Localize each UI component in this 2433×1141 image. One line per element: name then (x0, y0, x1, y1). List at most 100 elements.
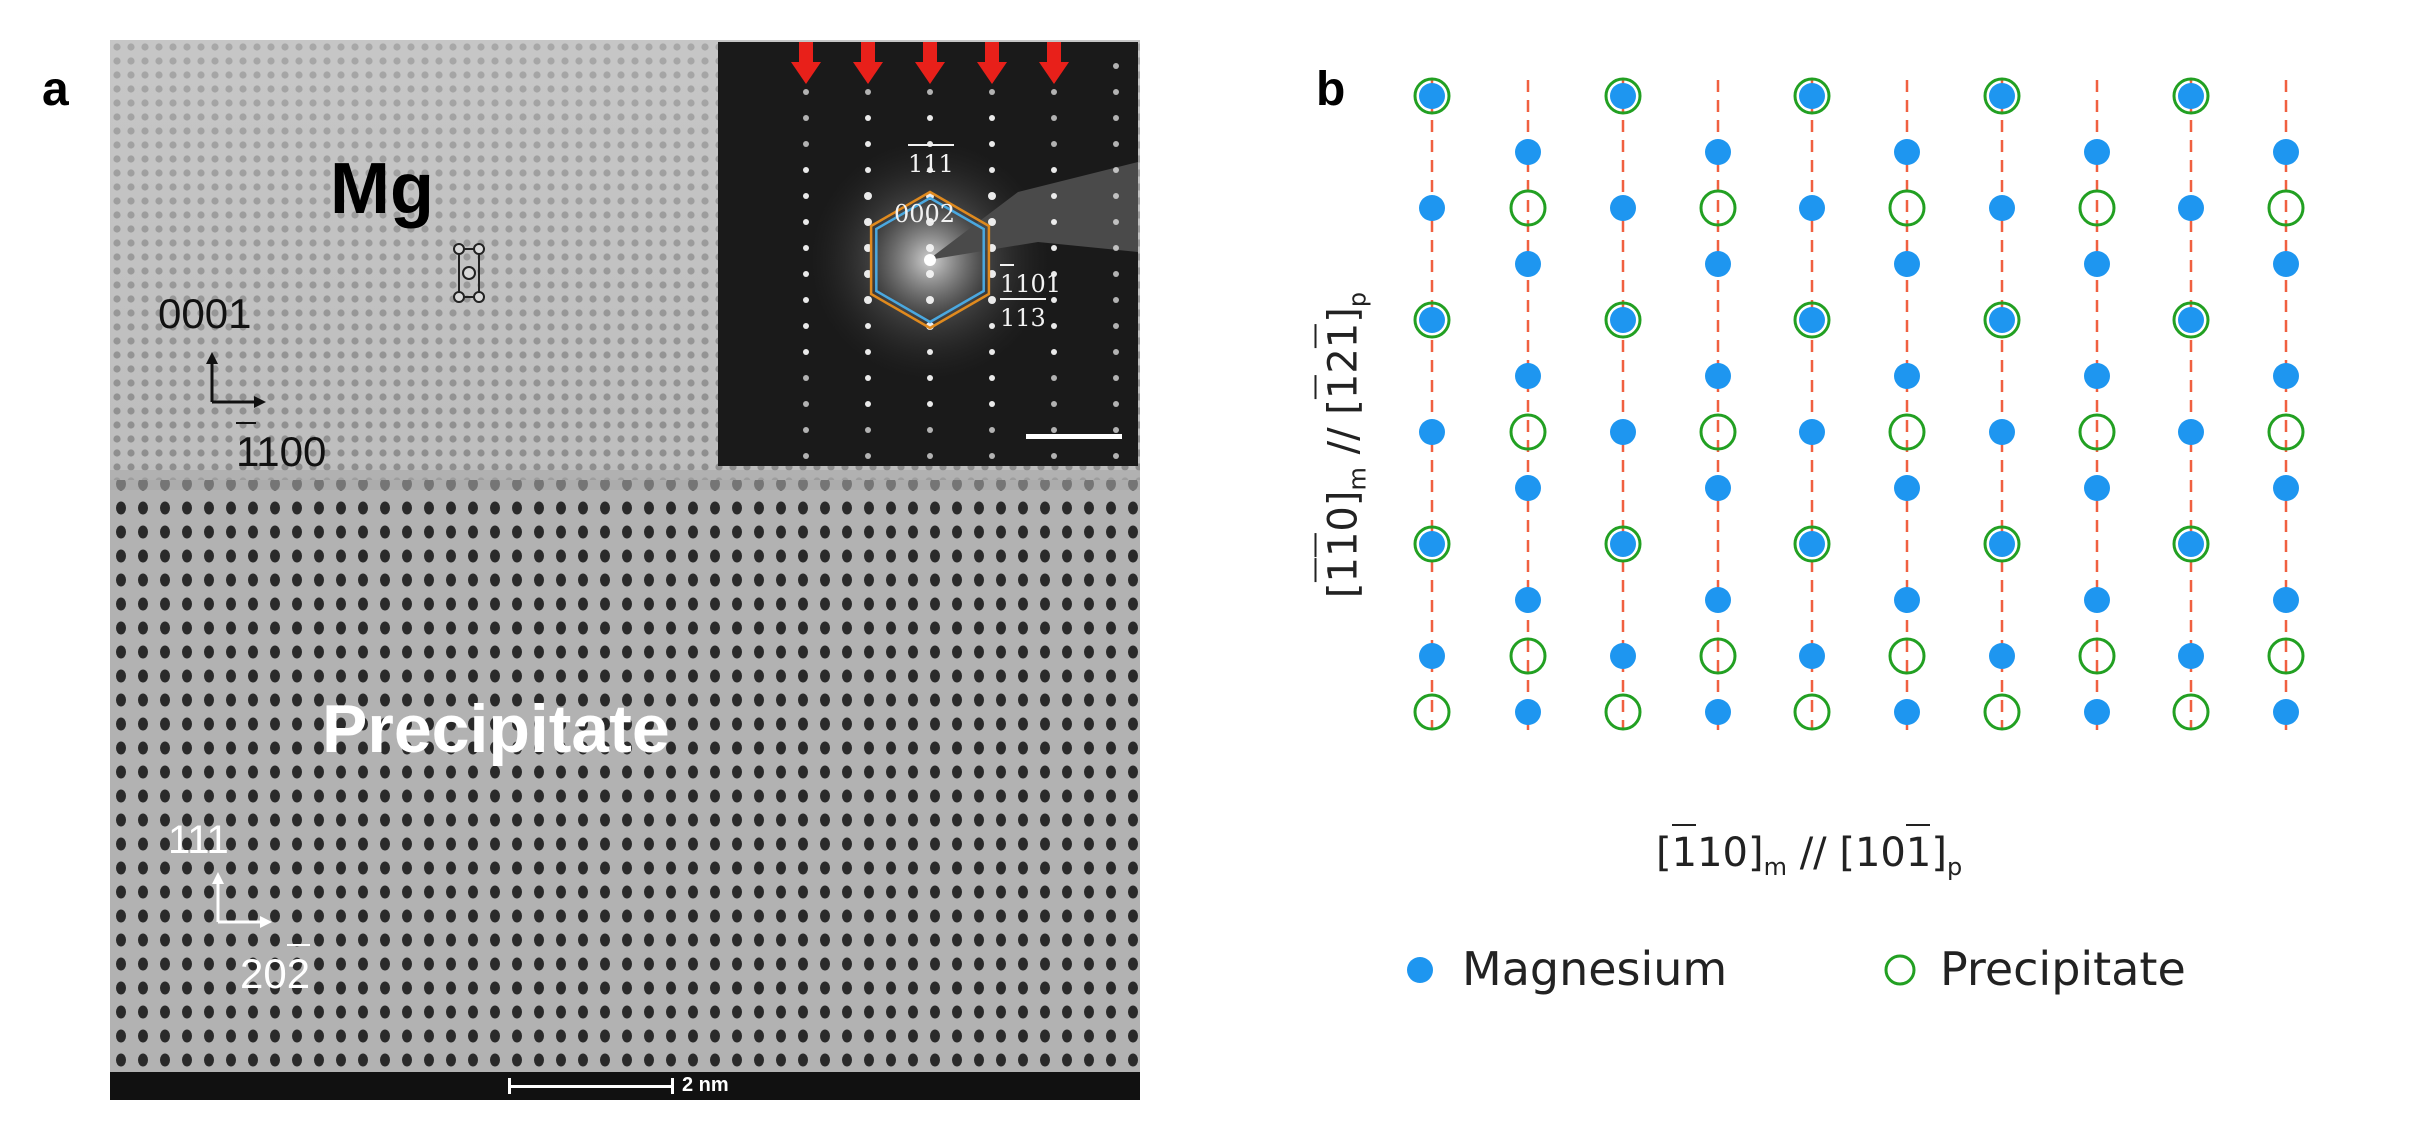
mg-axis-arrows (200, 352, 270, 417)
precipitate-site (1983, 301, 2021, 339)
diffraction-spot (803, 245, 809, 251)
magnesium-atom (2178, 195, 2204, 221)
precipitate-site (1983, 525, 2021, 563)
diffraction-spot (1051, 167, 1057, 173)
precipitate-site (1604, 525, 1642, 563)
diffraction-spot (1051, 427, 1057, 433)
diffraction-spot (803, 349, 809, 355)
magnesium-atom (1705, 587, 1731, 613)
diffraction-spot (803, 453, 809, 459)
diffraction-spot (1051, 219, 1057, 225)
magnesium-atom (2273, 587, 2299, 613)
diffraction-spot (927, 375, 933, 381)
panel-b-letter: b (1316, 63, 1346, 116)
magnesium-atom (1894, 251, 1920, 277)
precipitate-site (1413, 693, 1451, 731)
mg-axis-horizontal-label: 1100 (236, 422, 327, 476)
diffraction-spot (803, 375, 809, 381)
spot-label-113: 113 (1000, 298, 1046, 332)
legend: Magnesium Precipitate (1400, 940, 2300, 1000)
diffraction-spot (803, 167, 809, 173)
mg-region-label: Mg (330, 149, 434, 229)
diffraction-spot (865, 323, 871, 329)
precipitate-site (1413, 301, 1451, 339)
diffraction-spot (927, 349, 933, 355)
magnesium-atom (2273, 251, 2299, 277)
spot-label-0002: 0002 (894, 200, 956, 228)
magnesium-atom (1799, 83, 1825, 109)
mg-horizontal-rest: 100 (256, 428, 327, 475)
precipitate-site (1888, 189, 1926, 227)
magnesium-atom (2084, 363, 2110, 389)
diffraction-spot (1051, 141, 1057, 147)
precipitate-site (1604, 301, 1642, 339)
central-beam (924, 254, 936, 266)
precipitate-site (1888, 413, 1926, 451)
magnesium-atom (2178, 83, 2204, 109)
legend-magnesium-marker (1407, 957, 1433, 983)
diffraction-spot (803, 141, 809, 147)
diffraction-spot (864, 296, 872, 304)
magnesium-atom (1515, 587, 1541, 613)
diffraction-spot (865, 349, 871, 355)
diffraction-spot (865, 141, 871, 147)
precipitate-site (1888, 637, 1926, 675)
magnesium-atom (1989, 419, 2015, 445)
mg-axis-vertical-label: 0001 (158, 290, 252, 337)
diffraction-spot (865, 453, 871, 459)
diffraction-spot (865, 375, 871, 381)
diffraction-spot (1113, 219, 1119, 225)
magnesium-atom (1610, 531, 1636, 557)
precipitate-site (2267, 413, 2305, 451)
lattice-schematic (1380, 70, 2340, 800)
magnesium-atom (1705, 363, 1731, 389)
magnesium-atom (1610, 307, 1636, 333)
diffraction-spot (865, 115, 871, 121)
diffraction-spot (865, 427, 871, 433)
diffraction-spot (989, 349, 995, 355)
magnesium-atom (1419, 195, 1445, 221)
magnesium-atom (2273, 699, 2299, 725)
diffraction-spot (927, 401, 933, 407)
magnesium-atom (1515, 475, 1541, 501)
y-axis-label: [1 10]m // [12 1]p (1314, 292, 1372, 598)
diffraction-spot (864, 192, 872, 200)
diffraction-spot (927, 453, 933, 459)
diffraction-spot (803, 193, 809, 199)
diffraction-spot (988, 192, 996, 200)
precipitate-site (2172, 301, 2210, 339)
magnesium-atom (1894, 587, 1920, 613)
diffraction-spot (803, 401, 809, 407)
diffraction-spot (803, 115, 809, 121)
precipitate-site (1699, 637, 1737, 675)
magnesium-atom (2178, 531, 2204, 557)
spot-label-111: 111 (908, 144, 954, 178)
scale-bar-label: 2 nm (682, 1074, 729, 1096)
precipitate-site (1983, 77, 2021, 115)
magnesium-atom (1989, 195, 2015, 221)
magnesium-atom (2084, 251, 2110, 277)
magnesium-atom (2178, 643, 2204, 669)
diffraction-spot (926, 218, 934, 226)
red-arrow-icon (853, 42, 883, 84)
diffraction-spot (927, 427, 933, 433)
diffraction-spot (1113, 89, 1119, 95)
diffraction-spot (803, 297, 809, 303)
precipitate-site (1604, 77, 1642, 115)
precipitate-site (1793, 301, 1831, 339)
precipitate-site (2172, 525, 2210, 563)
diffraction-spot (1113, 323, 1119, 329)
precipitate-site (2078, 413, 2116, 451)
precipitate-site (1983, 693, 2021, 731)
diffraction-spot (1051, 271, 1057, 277)
precipitate-site (2172, 693, 2210, 731)
diffraction-spot (1113, 453, 1119, 459)
diffraction-spot (1051, 375, 1057, 381)
magnesium-atom (1894, 475, 1920, 501)
legend-precipitate-label: Precipitate (1940, 942, 2186, 996)
magnesium-atom (1799, 307, 1825, 333)
magnesium-atom (1799, 531, 1825, 557)
diffraction-spot (989, 323, 995, 329)
hexagon-inner (875, 196, 985, 324)
magnesium-atom (1610, 643, 1636, 669)
